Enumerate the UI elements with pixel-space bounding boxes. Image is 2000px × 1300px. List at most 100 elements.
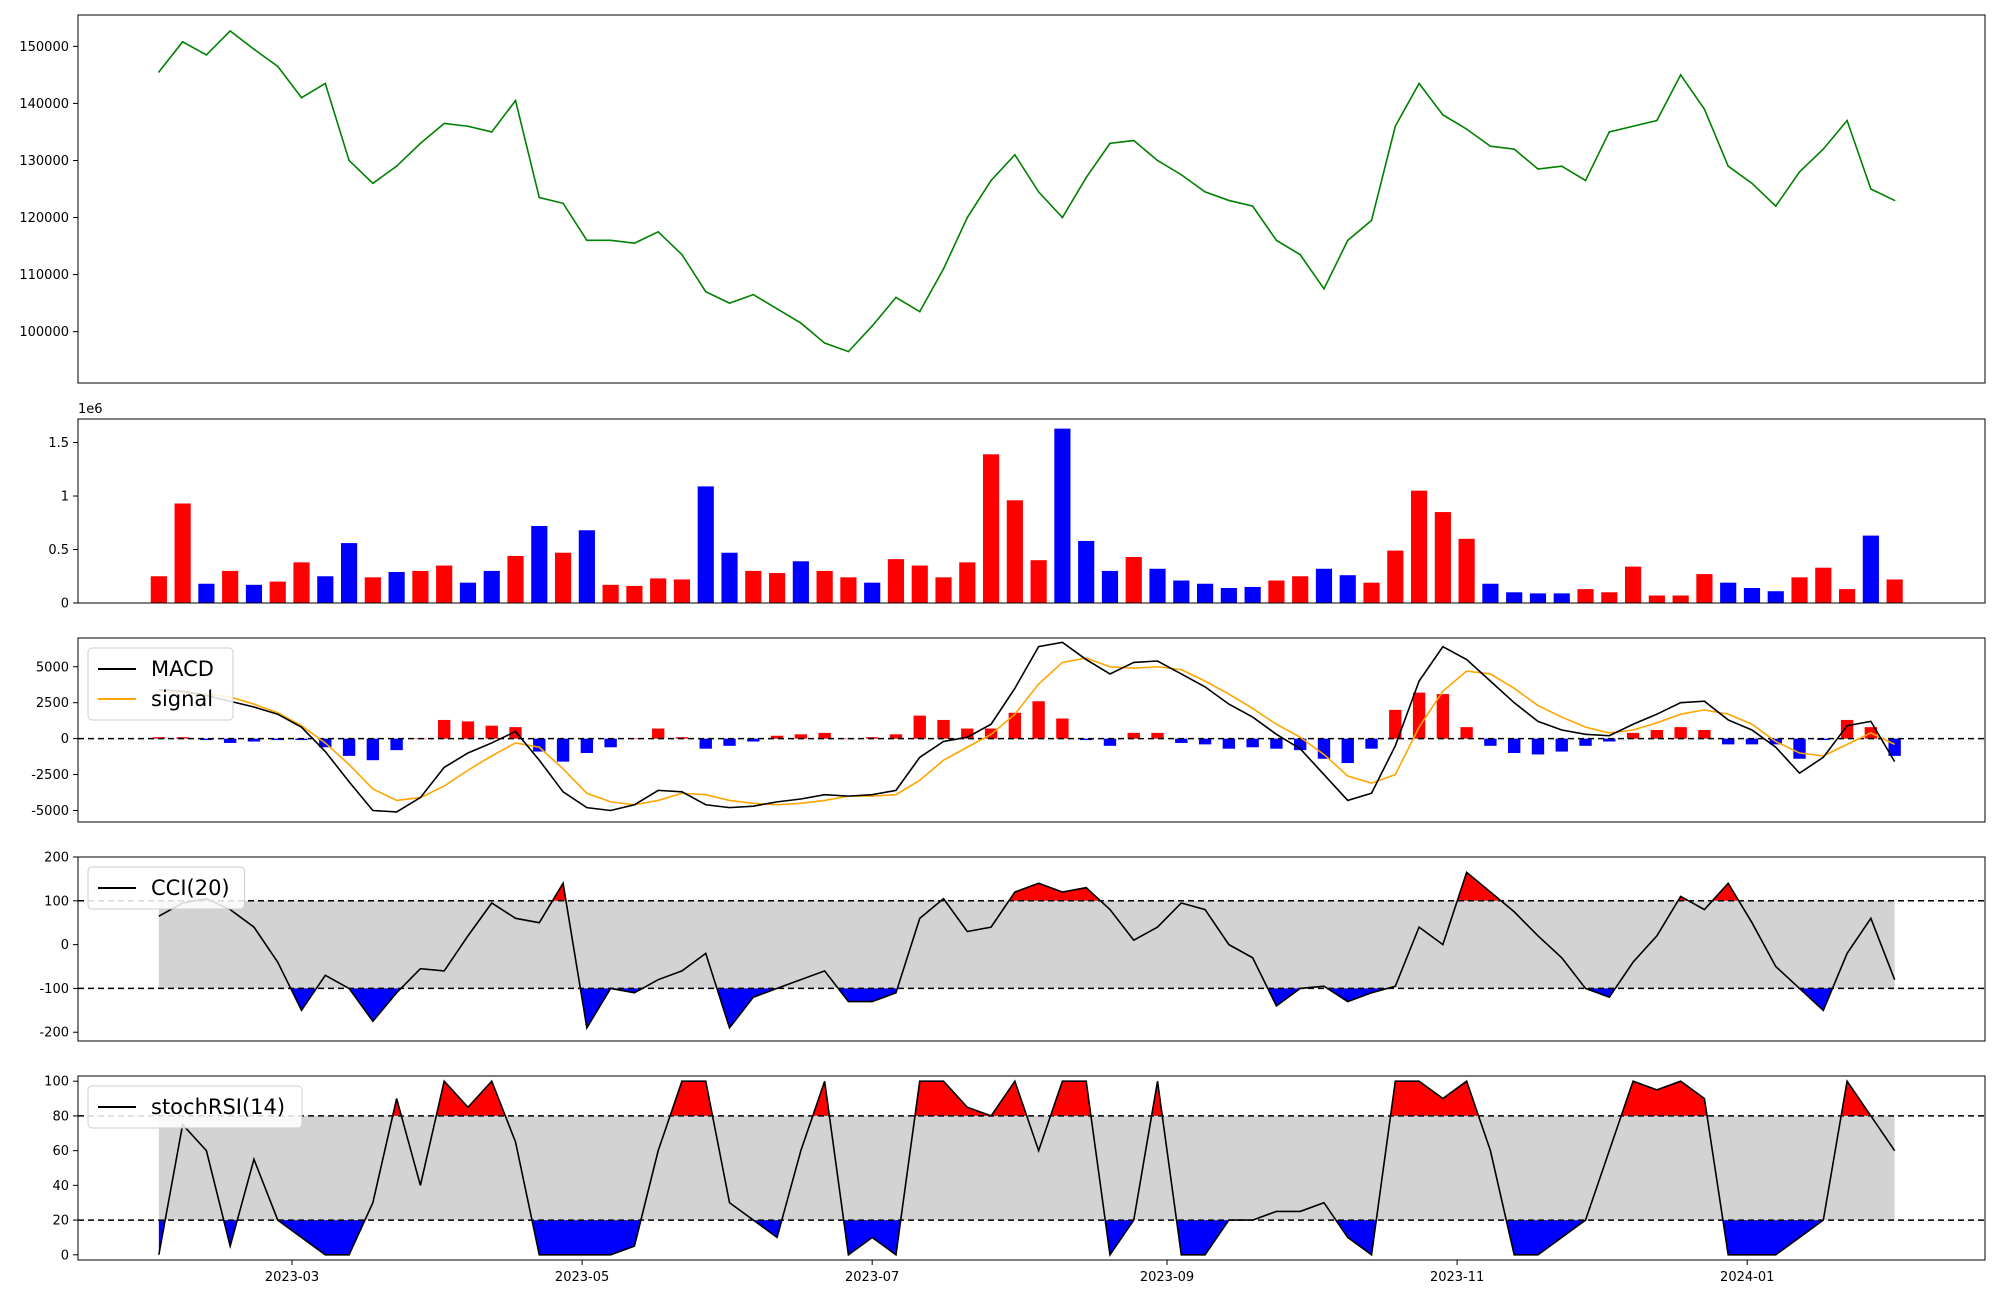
volume-bar: [1577, 589, 1594, 603]
y-tick-label: 1.5: [48, 436, 69, 451]
price-point: [1037, 191, 1040, 193]
macd-histogram-bar: [1056, 718, 1069, 739]
overbought-fill: [158, 1081, 1895, 1116]
volume-bar: [1101, 570, 1119, 603]
volume-bar: [1458, 538, 1475, 603]
legend-box: [87, 1085, 303, 1129]
price-point: [490, 131, 493, 133]
volume-bar: [222, 570, 239, 603]
macd-histogram-bar: [1793, 738, 1806, 759]
volume-bar: [1220, 588, 1237, 603]
volume-bar: [1815, 567, 1832, 603]
price-point: [1465, 128, 1468, 130]
macd-histogram-bar: [366, 738, 380, 761]
axes-frame: [77, 1075, 1986, 1261]
volume-bar: [911, 565, 928, 603]
legend-label: signal: [151, 687, 213, 711]
price-point: [1656, 119, 1658, 122]
macd-histogram-bar: [1840, 719, 1854, 739]
macd-histogram-bar: [485, 725, 498, 739]
price-point: [1751, 182, 1753, 185]
macd-histogram-bar: [889, 734, 903, 739]
volume-bar: [388, 571, 405, 603]
price-point: [1774, 205, 1777, 207]
macd-histogram-bar: [1103, 738, 1117, 746]
legend-box: [87, 866, 245, 910]
macd-histogram-bar: [1508, 738, 1521, 754]
price-point: [1204, 191, 1206, 193]
y-tick-label: 150000: [19, 40, 69, 55]
macd-histogram-bar: [937, 719, 950, 739]
volume-bar: [507, 555, 524, 603]
volume-bar: [245, 584, 263, 603]
price-point: [253, 48, 255, 51]
x-tick-label: 2023-09: [1140, 1270, 1194, 1285]
volume-bar: [887, 559, 905, 603]
volume-bar: [1054, 428, 1071, 603]
volume-bar: [150, 576, 167, 603]
x-tick-label: 2023-11: [1430, 1270, 1484, 1285]
y-tick-label: 40: [52, 1179, 69, 1194]
volume-bar: [1648, 595, 1665, 603]
volume-bar: [198, 583, 215, 603]
price-point: [871, 325, 873, 327]
price-point: [1560, 165, 1563, 167]
volume-bar: [1529, 593, 1547, 603]
macd-histogram-bar: [1579, 738, 1592, 746]
macd-histogram-bar: [913, 715, 926, 739]
macd-histogram-bar: [1484, 738, 1497, 746]
y-tick-label: 20: [52, 1214, 69, 1229]
volume-bar: [650, 578, 667, 603]
price-point: [800, 322, 802, 324]
price-point: [181, 41, 184, 43]
price-point: [1727, 165, 1729, 167]
x-tick-label: 2024-01: [1720, 1270, 1774, 1285]
price-point: [728, 302, 731, 304]
volume-bar: [317, 576, 334, 603]
y-tick-label: 2500: [36, 696, 69, 711]
volume-bar: [1268, 580, 1285, 603]
oversold-fill: [158, 988, 1895, 1028]
price-point: [1822, 148, 1825, 150]
volume-bar: [554, 552, 572, 603]
y-tick-label: 200: [44, 851, 69, 866]
macd-histogram-bar: [533, 738, 546, 752]
macd-histogram-bar: [556, 738, 570, 762]
price-point: [1798, 171, 1801, 173]
price-point: [158, 71, 160, 73]
y-tick-label: 140000: [19, 97, 69, 112]
volume-bar: [1862, 535, 1879, 603]
price-point: [1251, 205, 1254, 207]
macd-histogram-bar: [818, 732, 831, 739]
price-point: [1109, 142, 1111, 145]
price-point: [1679, 74, 1682, 76]
macd-histogram-bar: [1626, 732, 1640, 739]
volume-bar: [293, 562, 310, 603]
macd-histogram-bar: [699, 738, 712, 749]
macd-histogram-bar: [747, 738, 760, 742]
price-point: [229, 30, 231, 32]
y-tick-label: 0: [61, 732, 69, 747]
price-point: [1228, 199, 1230, 202]
macd-histogram-bar: [723, 738, 736, 746]
macd-histogram-bar: [628, 738, 641, 740]
macd-histogram-bar: [1436, 694, 1450, 739]
macd-histogram-bar: [1246, 738, 1259, 748]
macd-histogram-bar: [652, 728, 665, 739]
price-point: [443, 122, 445, 125]
volume-bar: [1387, 550, 1404, 603]
price-point: [1513, 148, 1515, 150]
volume-bar: [1149, 568, 1166, 603]
y-tick-label: -2500: [31, 768, 69, 783]
macd-histogram-bar: [1674, 727, 1687, 739]
volume-bar: [721, 552, 738, 603]
volume-bar: [1886, 579, 1903, 603]
price-point: [372, 182, 374, 185]
price-point: [1608, 131, 1611, 133]
legend-label: MACD: [151, 657, 214, 681]
volume-bar: [602, 584, 619, 603]
macd-histogram-bar: [1531, 738, 1545, 755]
band-fill: [158, 900, 1895, 989]
volume-bar: [1125, 557, 1142, 603]
legend-label: CCI(20): [151, 876, 230, 900]
